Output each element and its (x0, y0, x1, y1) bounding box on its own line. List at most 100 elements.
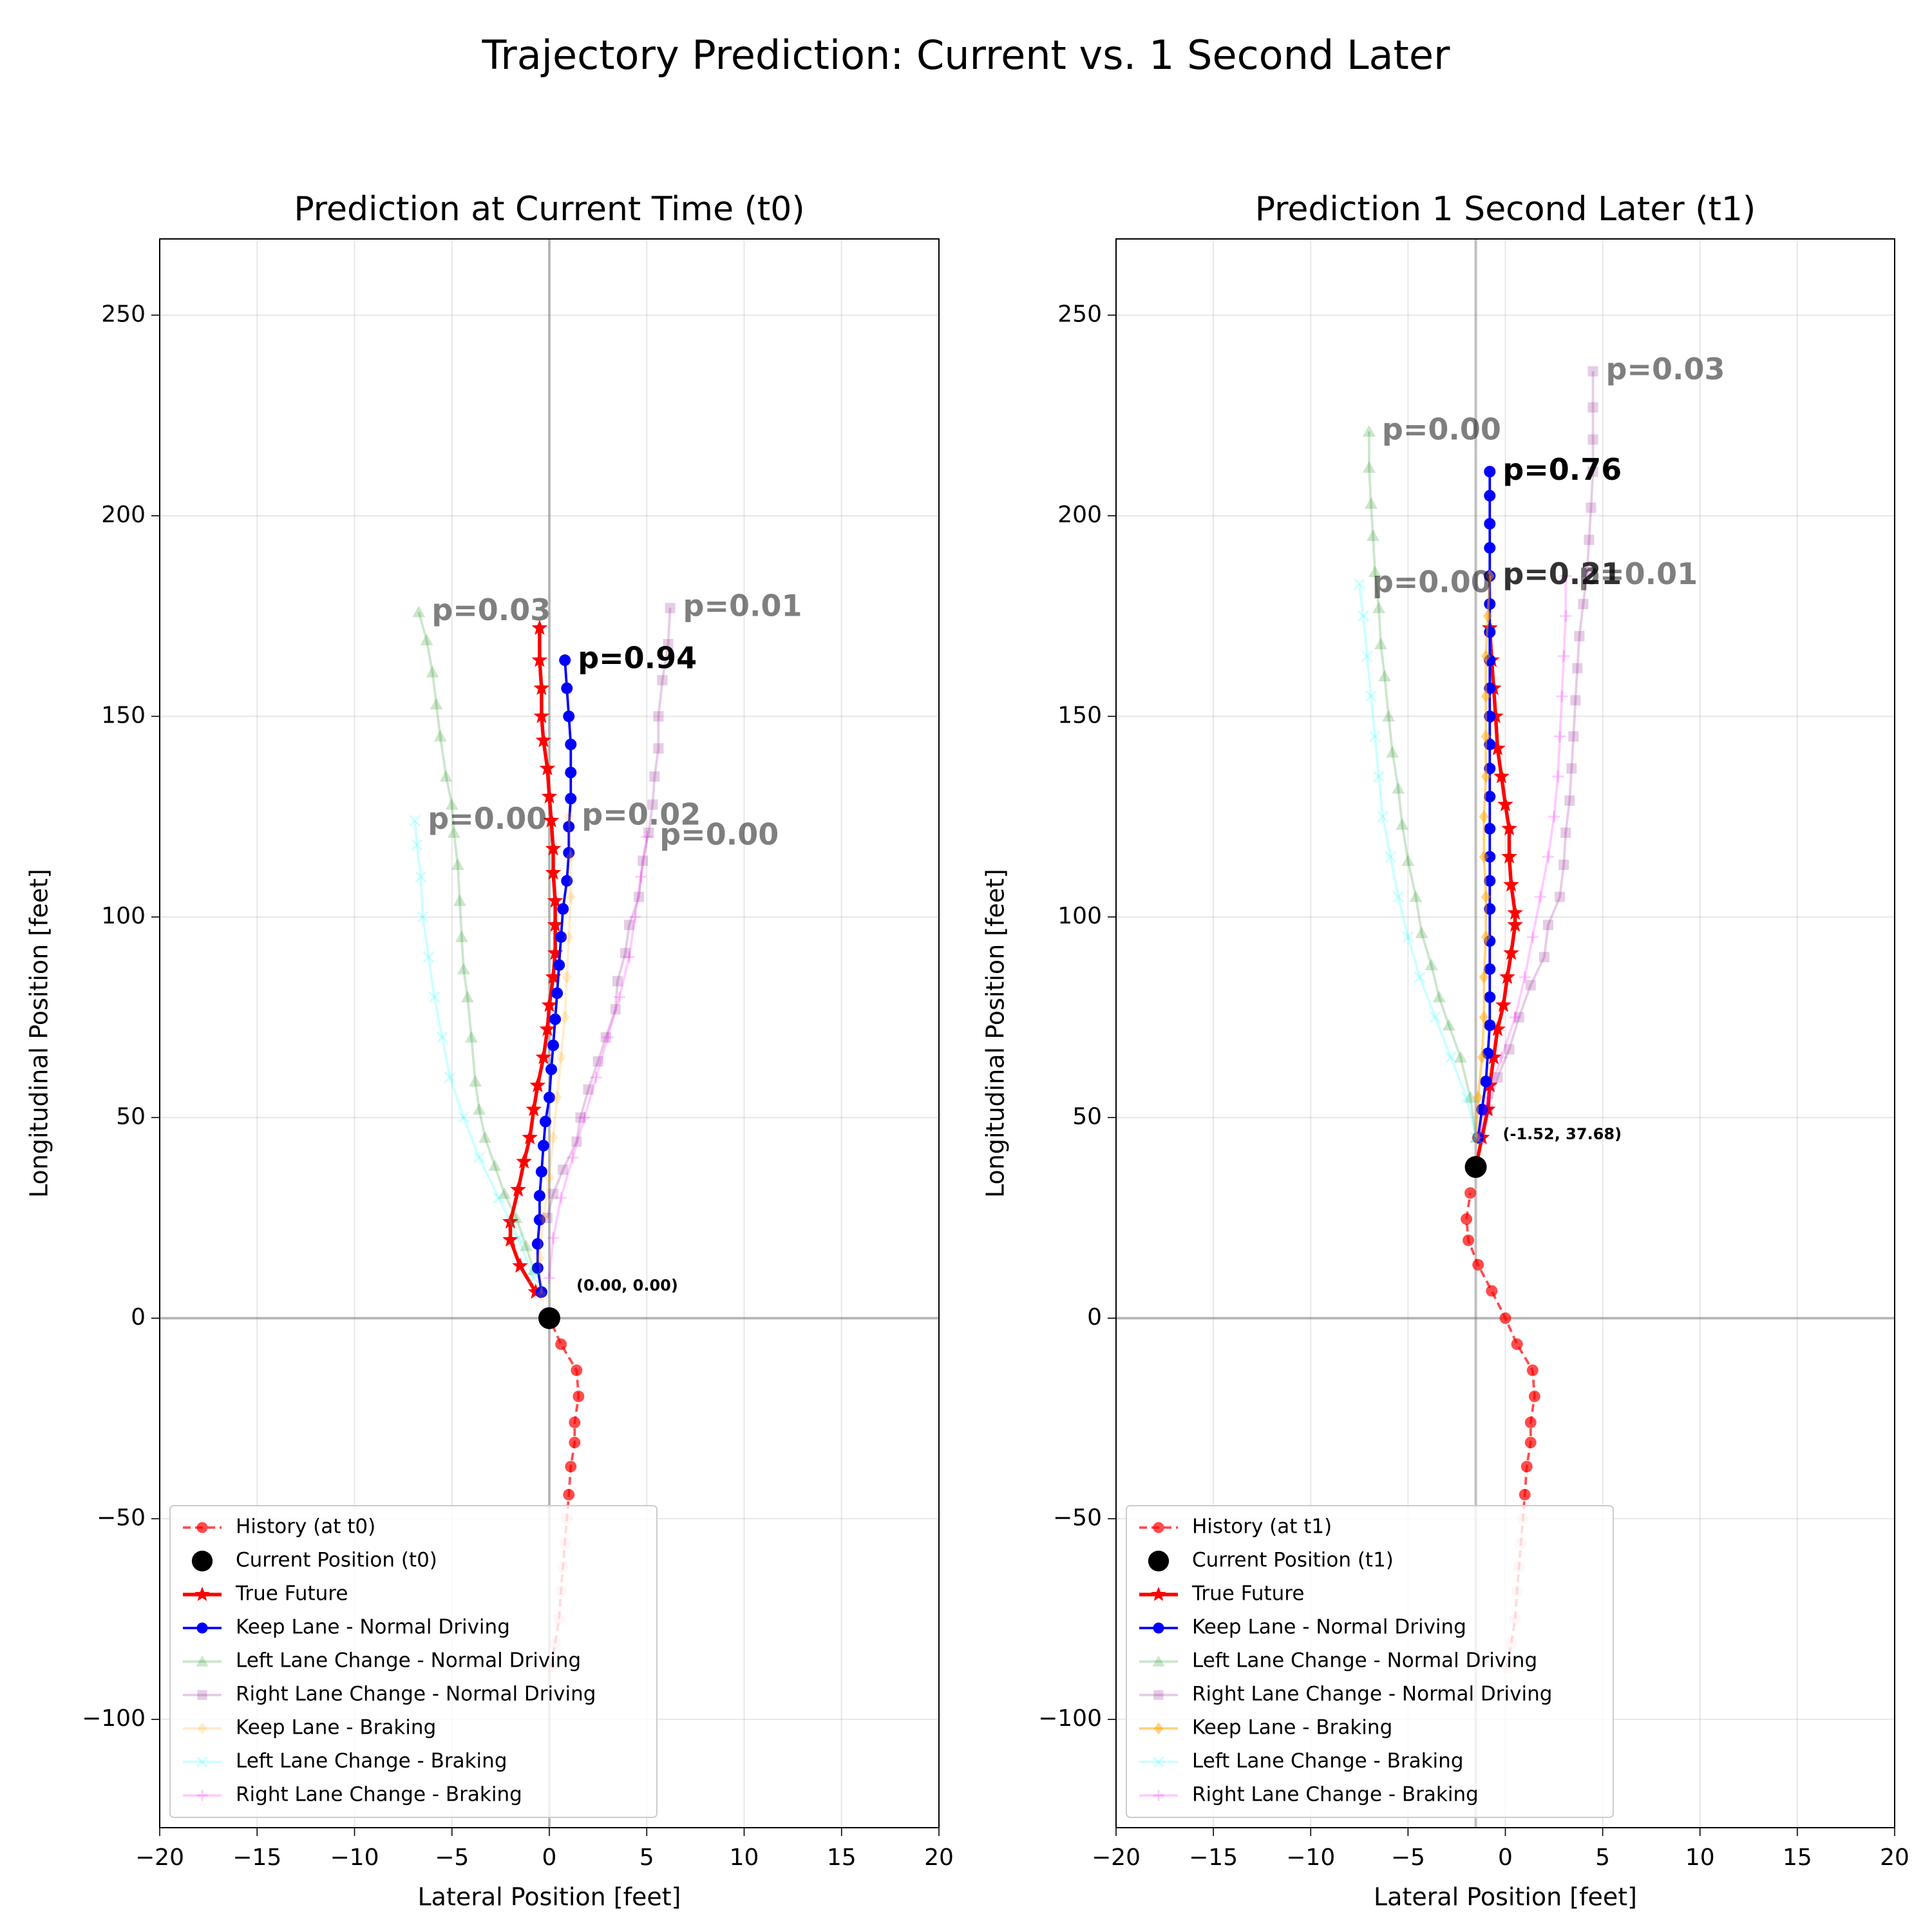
marker (563, 847, 575, 859)
marker (544, 1171, 554, 1184)
marker (600, 1032, 611, 1043)
marker (1490, 1021, 1506, 1036)
marker (488, 1159, 502, 1171)
marker (455, 930, 468, 942)
marker (1401, 854, 1415, 866)
marker (1486, 1285, 1498, 1297)
y-tick-label: −50 (1053, 1504, 1102, 1531)
marker (493, 1191, 505, 1204)
y-tick-label: 250 (1057, 301, 1102, 327)
marker (556, 1050, 566, 1064)
marker (1509, 1011, 1521, 1023)
trajectory-line (1368, 431, 1478, 1138)
figure-title: Trajectory Prediction: Current vs. 1 Sec… (482, 32, 1450, 79)
legend: History (at t0) Current Position (t0) True… (169, 1505, 658, 1818)
marker (571, 1136, 582, 1147)
marker (547, 1039, 560, 1052)
marker (1392, 891, 1405, 903)
marker (629, 911, 641, 923)
marker (638, 855, 649, 866)
marker (1484, 542, 1496, 554)
y-tick-label: −50 (97, 1504, 146, 1531)
legend-marker (1151, 1586, 1166, 1601)
marker (1377, 811, 1389, 823)
marker (512, 1257, 528, 1273)
marker (565, 793, 577, 805)
marker (563, 1488, 575, 1501)
marker (561, 682, 573, 694)
probability-label: p=0.01 (1578, 556, 1698, 591)
legend-marker (1148, 1550, 1170, 1572)
marker (1558, 650, 1570, 662)
marker (547, 916, 564, 932)
marker (1484, 598, 1496, 610)
y-tick-label: 200 (1057, 502, 1102, 528)
legend-label: Keep Lane - Normal Driving (236, 1616, 510, 1639)
legend-label: Right Lane Change - Normal Driving (236, 1683, 596, 1706)
legend-label: History (at t1) (1192, 1515, 1332, 1539)
marker (1366, 529, 1379, 542)
marker (1554, 730, 1566, 743)
marker (1484, 851, 1496, 863)
marker (1464, 1091, 1477, 1103)
y-axis-label: Longitudinal Position [feet] (981, 869, 1010, 1198)
probability-label: p=0.76 (1502, 452, 1622, 487)
x-tick-label: 5 (1595, 1844, 1610, 1871)
marker (502, 1231, 518, 1247)
marker (547, 892, 564, 908)
marker (428, 991, 440, 1003)
marker (1372, 770, 1385, 782)
marker (412, 605, 426, 618)
marker (439, 770, 453, 782)
marker (565, 1461, 577, 1473)
marker (526, 1101, 542, 1117)
marker (545, 840, 562, 856)
marker (1555, 891, 1566, 902)
marker (1385, 851, 1397, 863)
trajectory-line (1477, 576, 1567, 1138)
marker (623, 951, 636, 963)
marker (665, 603, 676, 614)
marker (1361, 650, 1373, 662)
position-annotation: (0.00, 0.00) (576, 1276, 678, 1294)
marker (1526, 1364, 1539, 1376)
marker (1463, 1234, 1475, 1246)
marker (541, 996, 558, 1012)
legend-marker (1153, 1790, 1164, 1801)
marker (1396, 818, 1409, 830)
y-tick-label: 50 (116, 1103, 146, 1130)
y-tick-label: 100 (1057, 903, 1102, 929)
marker (1495, 1051, 1508, 1063)
marker (411, 838, 423, 851)
y-tick-label: 200 (101, 502, 146, 528)
legend-label: Current Position (t1) (1192, 1549, 1394, 1572)
marker (555, 931, 567, 943)
marker (498, 1187, 511, 1199)
marker (1460, 1092, 1473, 1104)
marker (562, 971, 572, 984)
marker (563, 710, 575, 723)
legend-marker (1152, 1655, 1165, 1667)
marker (641, 831, 653, 843)
marker (557, 903, 569, 915)
marker (1484, 1019, 1496, 1032)
legend-label: Left Lane Change - Braking (1192, 1750, 1464, 1773)
marker (533, 1189, 545, 1202)
marker (1497, 796, 1513, 811)
trajectory-line (417, 611, 535, 1271)
subplot: Prediction at Current Time (t0) −20 −15 −10… (25, 190, 954, 1911)
marker (559, 654, 571, 667)
marker (653, 711, 664, 722)
marker (457, 962, 470, 974)
marker (1486, 1048, 1502, 1065)
marker (563, 820, 575, 833)
legend-label: Keep Lane - Normal Driving (1192, 1616, 1466, 1639)
marker (522, 1129, 538, 1144)
legend-marker (197, 1690, 207, 1700)
marker (1587, 402, 1598, 413)
marker (1520, 1461, 1533, 1473)
marker (1454, 1050, 1467, 1063)
marker (426, 665, 439, 677)
marker (1503, 944, 1519, 960)
y-tick-label: 0 (131, 1304, 146, 1331)
